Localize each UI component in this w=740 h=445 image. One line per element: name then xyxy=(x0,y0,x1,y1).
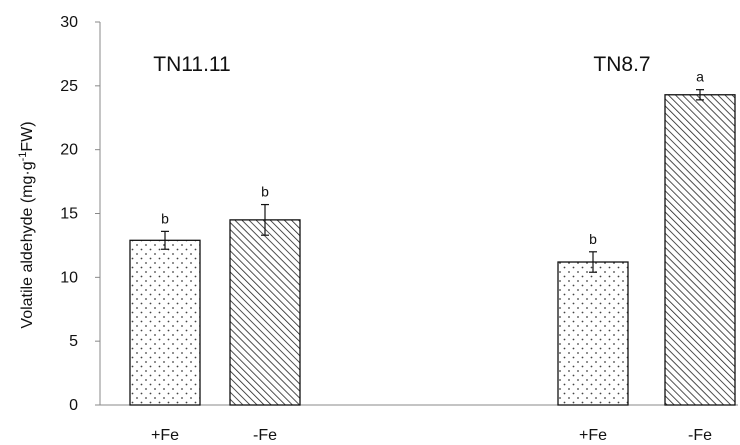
y-tick-label: 15 xyxy=(60,206,78,223)
x-category-label: +Fe xyxy=(579,427,607,444)
bar xyxy=(557,261,629,406)
x-category-label: -Fe xyxy=(253,427,277,444)
group-label: TN8.7 xyxy=(593,53,650,76)
y-tick-label: 30 xyxy=(60,14,78,31)
significance-label: b xyxy=(261,184,269,200)
labels-layer: TN11.11 b +Fe b -Fe TN8.7 b +Fe a -Fe xyxy=(151,53,712,444)
y-axis-title-superscript: -1 xyxy=(17,152,29,162)
group-label: TN11.11 xyxy=(153,53,230,76)
y-tick-label: 10 xyxy=(60,269,78,286)
y-tick-label: 0 xyxy=(69,397,78,414)
significance-label: b xyxy=(589,231,597,247)
significance-label: b xyxy=(161,210,169,226)
bar xyxy=(129,239,201,406)
y-tick-label: 25 xyxy=(60,78,78,95)
bars-layer xyxy=(129,89,736,406)
x-category-label: -Fe xyxy=(688,427,712,444)
y-axis: 0 5 10 15 20 25 30 xyxy=(60,14,738,414)
y-tick-label: 5 xyxy=(69,333,78,350)
significance-label: a xyxy=(696,69,704,85)
y-axis-title-main: Volatile aldehyde (mg·g xyxy=(19,161,36,328)
x-category-label: +Fe xyxy=(151,427,179,444)
y-axis-title: Volatile aldehyde (mg·g-1FW) xyxy=(17,121,36,328)
bar xyxy=(664,94,736,406)
y-axis-title-tail: FW) xyxy=(19,121,36,151)
y-tick-label: 20 xyxy=(60,142,78,159)
bar xyxy=(229,219,301,406)
